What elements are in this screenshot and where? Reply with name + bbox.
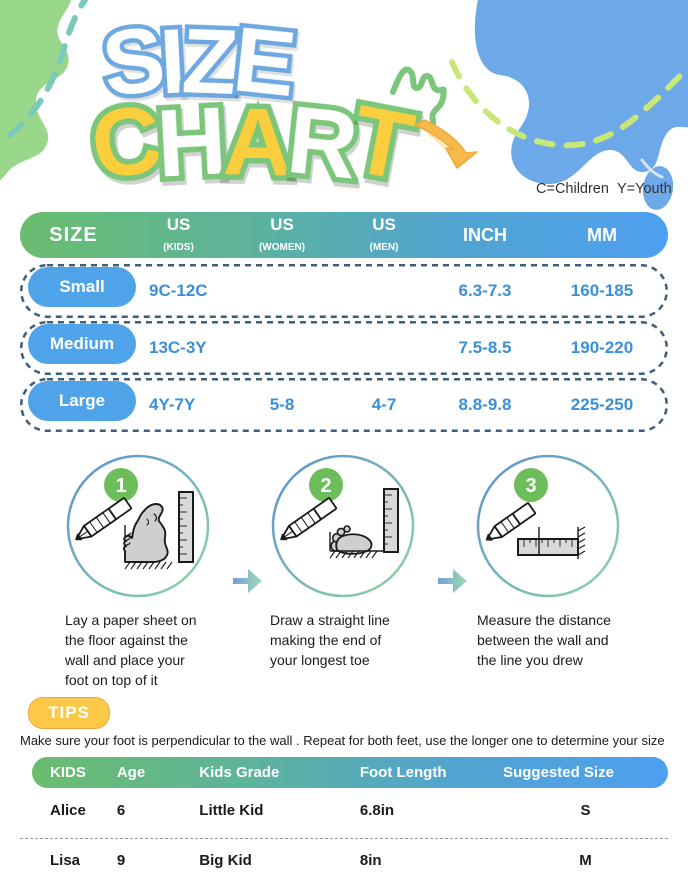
svg-text:2: 2 <box>320 475 331 497</box>
svg-text:1: 1 <box>115 475 126 497</box>
svg-text:3: 3 <box>525 475 536 497</box>
